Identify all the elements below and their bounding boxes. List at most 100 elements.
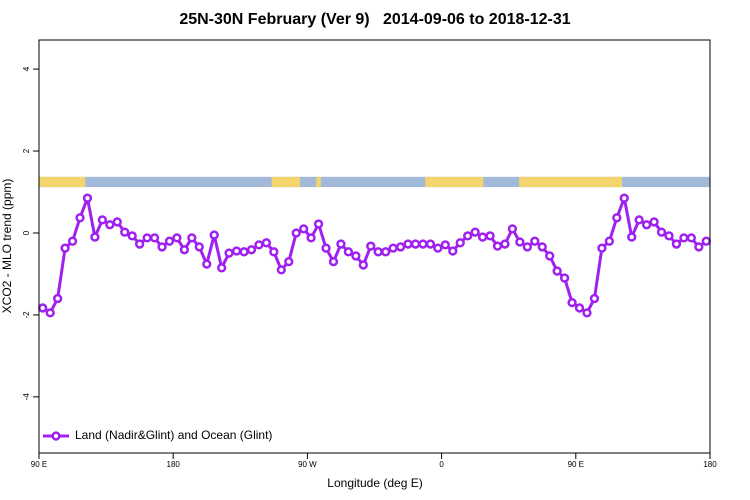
data-point [418,239,428,249]
data-point [507,224,518,234]
data-point [381,247,391,257]
data-point [701,236,711,246]
data-point [299,224,309,234]
plot-area [38,176,711,318]
data-point [90,232,100,242]
data-point [388,243,398,253]
data-point [172,233,182,243]
data-point [470,227,480,237]
data-point [52,293,63,304]
y-tick-label: 2 [22,148,31,153]
data-point [545,251,555,261]
data-point [455,238,465,248]
series-line [41,196,708,315]
data-point [261,238,272,248]
land-segment [39,176,86,188]
data-point [410,239,421,249]
data-point [135,239,145,249]
data-point [149,233,160,243]
x-tick-label: 90 E [568,460,584,469]
data-point [254,240,264,250]
y-tick-label: -4 [22,393,31,401]
data-point [485,231,495,241]
data-point [328,257,339,267]
data-point [373,247,383,257]
data-point [313,219,324,229]
data-point [656,227,667,237]
y-tick-label: 0 [22,230,31,235]
data-point [425,239,436,249]
data-point [686,233,697,243]
data-point [105,220,115,230]
land-segment [316,176,321,188]
data-point [522,242,532,252]
data-point [224,248,234,258]
data-point [597,243,607,253]
data-point [75,213,85,223]
data-point [276,265,286,275]
data-point [142,233,152,243]
data-point [67,236,78,246]
data-point [336,239,346,249]
data-point [395,242,406,252]
data-point [574,303,585,313]
x-tick-label: 180 [703,460,717,469]
legend-label: Land (Nadir&Glint) and Ocean (Glint) [75,428,272,442]
data-point [164,236,175,246]
data-point [500,239,510,249]
x-tick-label: 90 W [298,460,317,469]
data-point [127,231,137,241]
data-point [671,239,682,249]
data-point [217,263,227,273]
data-point [291,228,301,238]
data-point [634,215,644,225]
data-point [82,193,93,203]
data-point [202,259,212,269]
data-point [157,242,167,252]
data-point [477,232,488,242]
data-point [194,242,204,252]
y-axis-label: XCO2 - MLO trend (ppm) [0,179,14,314]
data-point [448,246,458,256]
data-point [619,193,629,203]
data-point [120,227,130,237]
data-point [343,247,354,257]
data-point [582,308,592,318]
data-point [358,260,368,270]
data-point [492,241,503,251]
data-point [231,246,242,256]
data-point [269,247,279,257]
data-point [38,303,48,313]
data-point [112,217,122,227]
data-point [679,233,689,243]
data-point [366,241,376,251]
plot-frame [38,39,711,454]
data-point [351,251,361,261]
data-point [60,243,70,253]
data-point [463,231,473,241]
data-point [284,257,294,267]
data-point [306,233,316,243]
data-point [627,232,637,242]
data-point [321,243,331,253]
chart-title: 25N-30N February (Ver 9) 2014-09-06 to 2… [179,11,570,28]
data-point [612,213,622,223]
x-tick-label: 0 [439,460,444,469]
legend-marker [51,431,61,441]
data-point [440,240,450,250]
data-point [567,297,577,308]
data-point [515,237,525,247]
ocean-band [39,176,710,188]
data-point [179,245,190,255]
data-point [246,245,257,255]
y-tick-label: 4 [22,66,31,71]
data-point [45,308,55,318]
x-tick-label: 180 [167,460,181,469]
data-point [664,231,674,241]
data-point [97,215,108,225]
data-point [403,239,413,249]
data-point [694,242,704,252]
x-axis-label: Longitude (deg E) [327,476,422,490]
data-point [209,230,219,240]
